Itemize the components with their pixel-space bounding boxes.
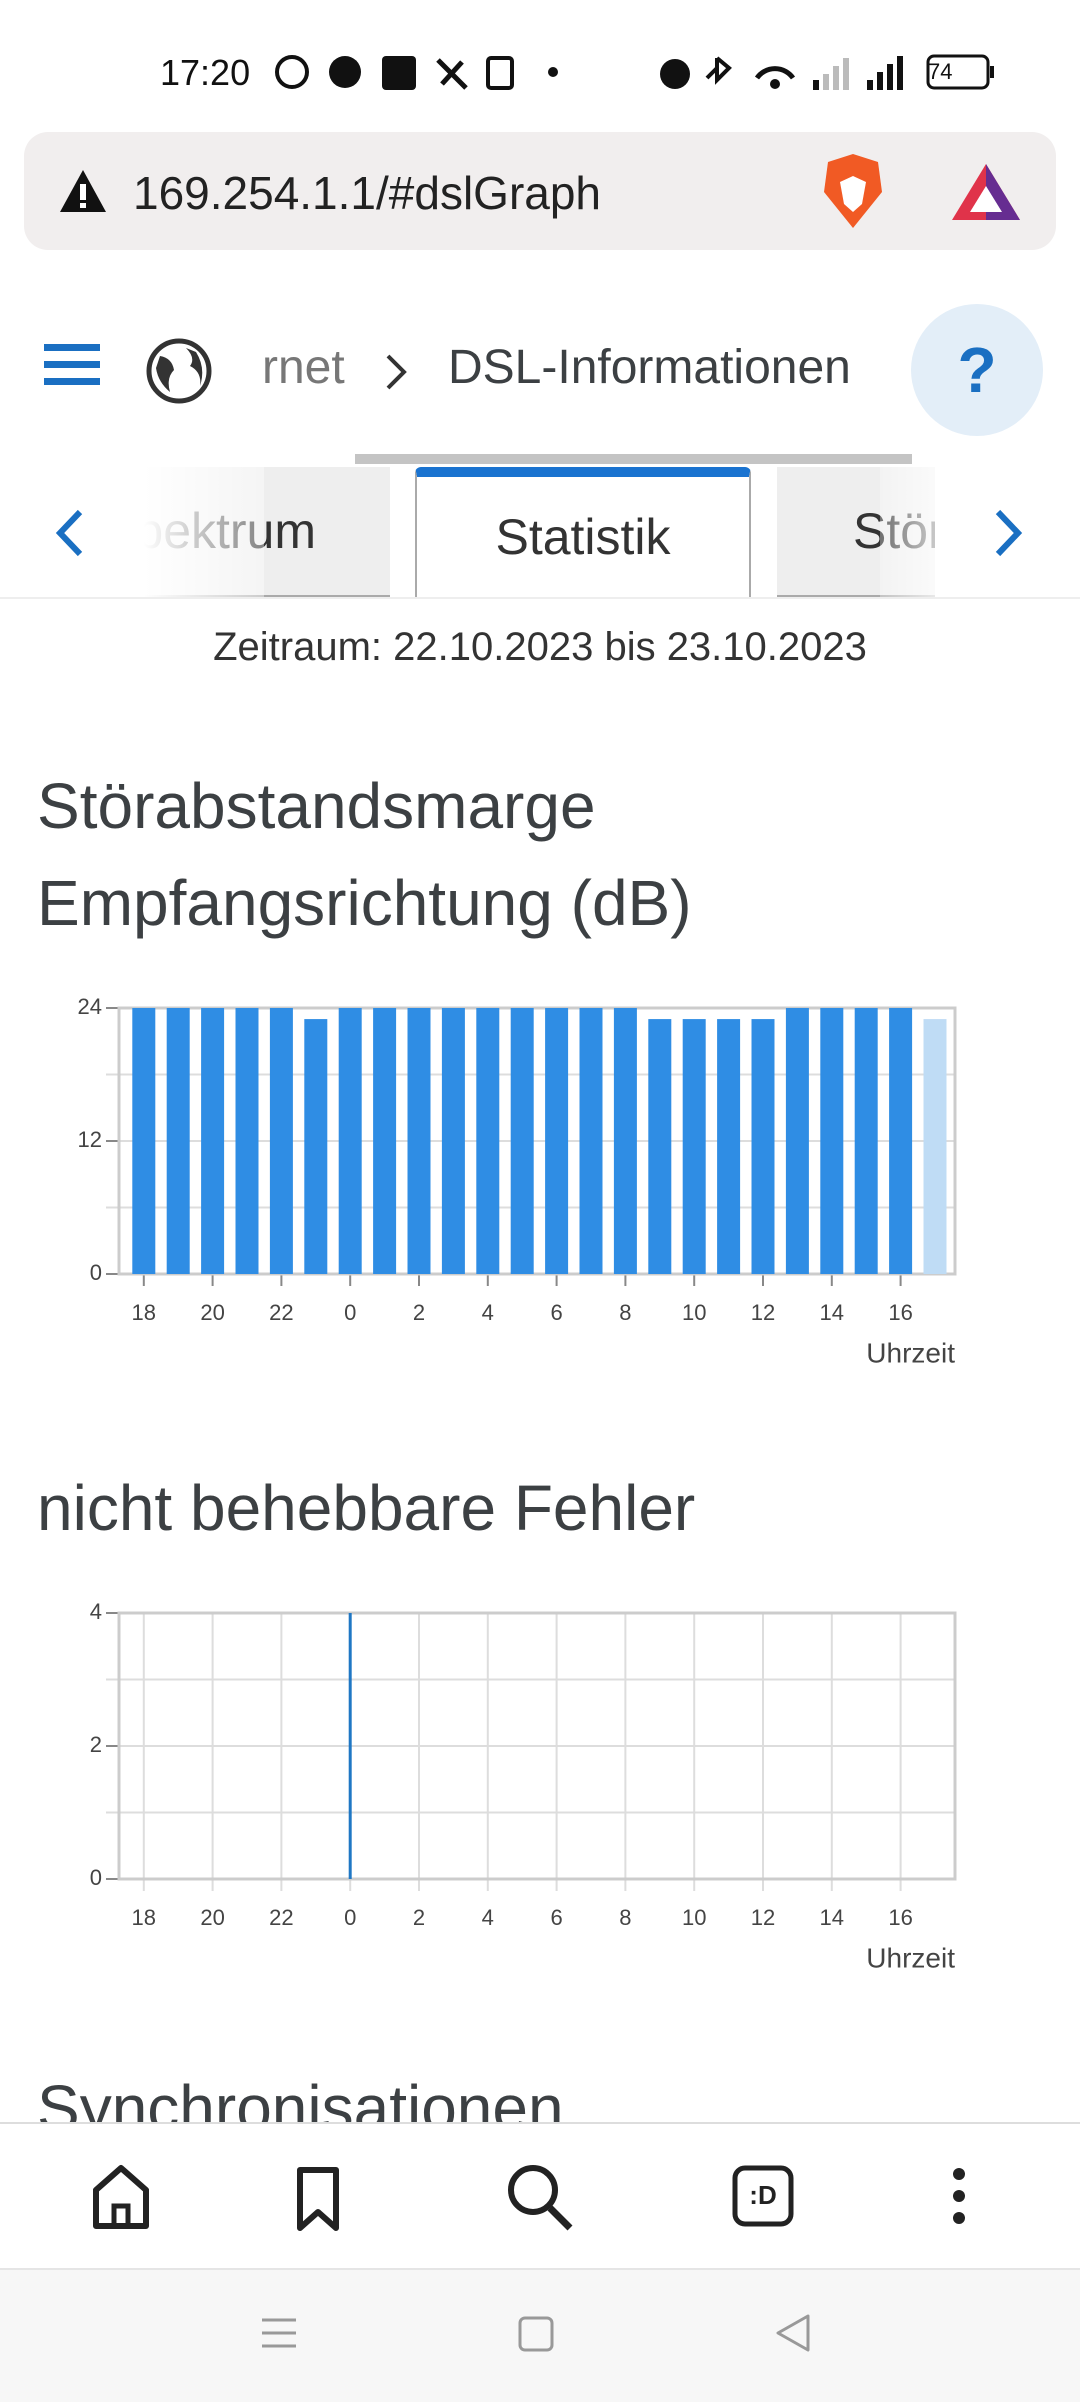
y-tick-label: 0: [90, 1865, 102, 1890]
bar: [682, 1019, 706, 1274]
url[interactable]: 169.254.1.1/#dslGraph: [133, 167, 602, 219]
x-tick-label: 20: [200, 1905, 224, 1930]
x-tick-label: 10: [682, 1300, 706, 1325]
bar: [854, 1008, 878, 1274]
bookmark-button[interactable]: [297, 2167, 339, 2231]
tab-active[interactable]: Statistik: [415, 467, 751, 597]
breadcrumb-separator: [386, 354, 407, 390]
plot-frame: [117, 1611, 957, 1881]
notification-icons: [275, 55, 558, 90]
x-tick-label: 10: [682, 1905, 706, 1930]
tab-fade: [144, 467, 264, 597]
warning-icon: [60, 170, 106, 212]
x-tick-label: 0: [344, 1905, 356, 1930]
x-tick-label: 6: [550, 1300, 562, 1325]
menu-button[interactable]: [953, 2168, 965, 2180]
bar: [348, 1613, 352, 1879]
chart-title: nicht behebbare Fehler: [37, 1472, 696, 1544]
system-nav: [0, 2268, 1080, 2402]
bar: [889, 1008, 913, 1274]
bar: [579, 1008, 603, 1274]
tab-prev[interactable]: [52, 508, 88, 558]
bar: [304, 1019, 328, 1274]
tabs-button[interactable]: [732, 2165, 794, 2227]
bar: [751, 1019, 775, 1274]
bar: [545, 1008, 569, 1274]
home-button[interactable]: [93, 2165, 149, 2229]
x-tick-label: 6: [550, 1905, 562, 1930]
system-icons: [660, 54, 994, 90]
bar: [407, 1008, 431, 1274]
breadcrumb-current: DSL-Informationen: [448, 341, 851, 394]
battery-level: 74: [928, 59, 953, 84]
help-button[interactable]: ?: [911, 304, 1043, 436]
clock: 17:20: [160, 52, 251, 93]
y-tick-label: 12: [78, 1127, 102, 1152]
chart-title: Störabstandsmarge Empfangsrichtung (dB): [37, 770, 692, 939]
brave-icon[interactable]: [818, 152, 888, 230]
bar: [441, 1008, 465, 1274]
system-nav-icons: [262, 2314, 810, 2352]
x-axis-label: Uhrzeit: [866, 1337, 955, 1368]
x-tick-label: 16: [888, 1905, 912, 1930]
x-tick-label: 4: [482, 1905, 494, 1930]
tab-scrollbar: [355, 454, 912, 464]
bar: [338, 1008, 362, 1274]
period: Zeitraum: 22.10.2023 bis 23.10.2023: [213, 625, 867, 669]
bar: [785, 1008, 809, 1274]
bar: [201, 1008, 225, 1274]
svg-text::D: :D: [749, 2180, 776, 2210]
bar: [235, 1008, 259, 1274]
bar: [648, 1019, 672, 1274]
x-tick-label: 8: [619, 1300, 631, 1325]
bar: [269, 1008, 293, 1274]
x-tick-label: 2: [413, 1300, 425, 1325]
tab-next[interactable]: [990, 508, 1026, 558]
y-tick-label: 4: [90, 1599, 102, 1624]
y-tick-label: 24: [78, 994, 102, 1019]
bar: [132, 1008, 156, 1274]
x-tick-label: 0: [344, 1300, 356, 1325]
x-tick-label: 22: [269, 1905, 293, 1930]
x-tick-label: 2: [413, 1905, 425, 1930]
bar: [373, 1008, 397, 1274]
bar: [613, 1008, 637, 1274]
bar: [717, 1019, 741, 1274]
y-tick-label: 0: [90, 1260, 102, 1285]
search-button[interactable]: [508, 2165, 558, 2215]
menu-button[interactable]: [44, 340, 100, 390]
x-tick-label: 12: [751, 1905, 775, 1930]
tab-fade: [880, 467, 970, 597]
x-tick-label: 18: [132, 1905, 156, 1930]
breadcrumb-previous[interactable]: rnet: [262, 341, 345, 394]
x-tick-label: 18: [132, 1300, 156, 1325]
x-tick-label: 22: [269, 1300, 293, 1325]
bar: [923, 1019, 947, 1274]
plot-frame: [117, 1006, 957, 1276]
bar: [510, 1008, 534, 1274]
globe-icon: [146, 338, 212, 404]
y-tick-label: 2: [90, 1732, 102, 1757]
section-title: Synchronisationen: [37, 2072, 564, 2122]
x-tick-label: 12: [751, 1300, 775, 1325]
x-tick-label: 20: [200, 1300, 224, 1325]
x-axis-label: Uhrzeit: [866, 1942, 955, 1973]
address-bar[interactable]: [24, 132, 1056, 250]
x-tick-label: 14: [820, 1905, 844, 1930]
x-tick-label: 14: [820, 1300, 844, 1325]
bar: [820, 1008, 844, 1274]
x-tick-label: 4: [482, 1300, 494, 1325]
x-tick-label: 16: [888, 1300, 912, 1325]
tab-divider: [0, 597, 1080, 599]
browser-toolbar: [0, 2122, 1080, 2270]
x-tick-label: 8: [619, 1905, 631, 1930]
chart: 0 2 4 18 20 22 0 2 4 6 8 10 12 14 16 Uhrzeit: [90, 1599, 957, 1973]
toolbar-icons: :D: [93, 2165, 965, 2231]
bar: [166, 1008, 190, 1274]
rewards-icon[interactable]: [950, 160, 1022, 224]
bar: [476, 1008, 500, 1274]
